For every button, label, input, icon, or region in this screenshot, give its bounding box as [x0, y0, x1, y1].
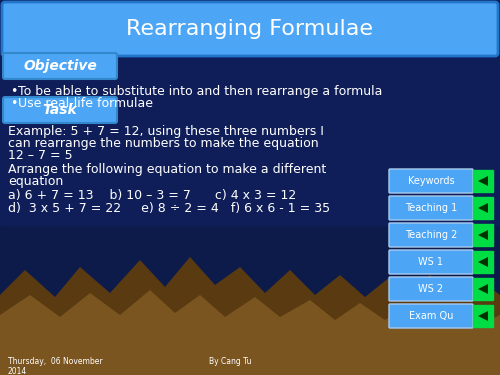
Bar — [473, 251, 493, 273]
Text: •: • — [10, 85, 18, 98]
FancyBboxPatch shape — [389, 277, 473, 301]
FancyBboxPatch shape — [3, 53, 117, 79]
Text: By Cang Tu: By Cang Tu — [209, 357, 252, 366]
Bar — [473, 305, 493, 327]
Text: a) 6 + 7 = 13    b) 10 – 3 = 7      c) 4 x 3 = 12: a) 6 + 7 = 13 b) 10 – 3 = 7 c) 4 x 3 = 1… — [8, 189, 296, 202]
FancyBboxPatch shape — [389, 169, 473, 193]
Polygon shape — [478, 284, 488, 294]
Text: d)  3 x 5 + 7 = 22     e) 8 ÷ 2 = 4   f) 6 x 6 - 1 = 35: d) 3 x 5 + 7 = 22 e) 8 ÷ 2 = 4 f) 6 x 6 … — [8, 202, 330, 215]
Text: Use real-life formulae: Use real-life formulae — [18, 97, 153, 110]
Text: equation: equation — [8, 175, 63, 188]
Text: Rearranging Formulae: Rearranging Formulae — [126, 19, 374, 39]
Polygon shape — [478, 311, 488, 321]
Text: WS 2: WS 2 — [418, 284, 444, 294]
Bar — [473, 197, 493, 219]
Text: Keywords: Keywords — [408, 176, 455, 186]
FancyBboxPatch shape — [389, 304, 473, 328]
Polygon shape — [0, 300, 500, 375]
FancyBboxPatch shape — [389, 250, 473, 274]
Text: can rearrange the numbers to make the equation: can rearrange the numbers to make the eq… — [8, 137, 318, 150]
FancyBboxPatch shape — [389, 223, 473, 247]
Bar — [473, 278, 493, 300]
Text: Task: Task — [42, 103, 78, 117]
Text: Teaching 2: Teaching 2 — [405, 230, 457, 240]
Text: Thursday,  06 November
2014: Thursday, 06 November 2014 — [8, 357, 102, 375]
Polygon shape — [478, 230, 488, 240]
Bar — [473, 170, 493, 192]
Text: Exam Qu: Exam Qu — [409, 311, 453, 321]
Text: WS 1: WS 1 — [418, 257, 444, 267]
Text: Objective: Objective — [23, 59, 97, 73]
Text: •: • — [10, 97, 18, 110]
Text: To be able to substitute into and then rearrange a formula: To be able to substitute into and then r… — [18, 85, 382, 98]
Polygon shape — [0, 290, 500, 375]
Text: Arrange the following equation to make a different: Arrange the following equation to make a… — [8, 163, 326, 176]
Polygon shape — [478, 176, 488, 186]
FancyBboxPatch shape — [2, 2, 498, 56]
Text: 12 – 7 = 5: 12 – 7 = 5 — [8, 149, 72, 162]
Bar — [0, 0, 500, 225]
Bar — [473, 224, 493, 246]
Text: Example: 5 + 7 = 12, using these three numbers I: Example: 5 + 7 = 12, using these three n… — [8, 125, 324, 138]
Polygon shape — [478, 203, 488, 213]
FancyBboxPatch shape — [3, 97, 117, 123]
Polygon shape — [478, 257, 488, 267]
Text: Teaching 1: Teaching 1 — [405, 203, 457, 213]
FancyBboxPatch shape — [389, 196, 473, 220]
Polygon shape — [0, 257, 500, 375]
